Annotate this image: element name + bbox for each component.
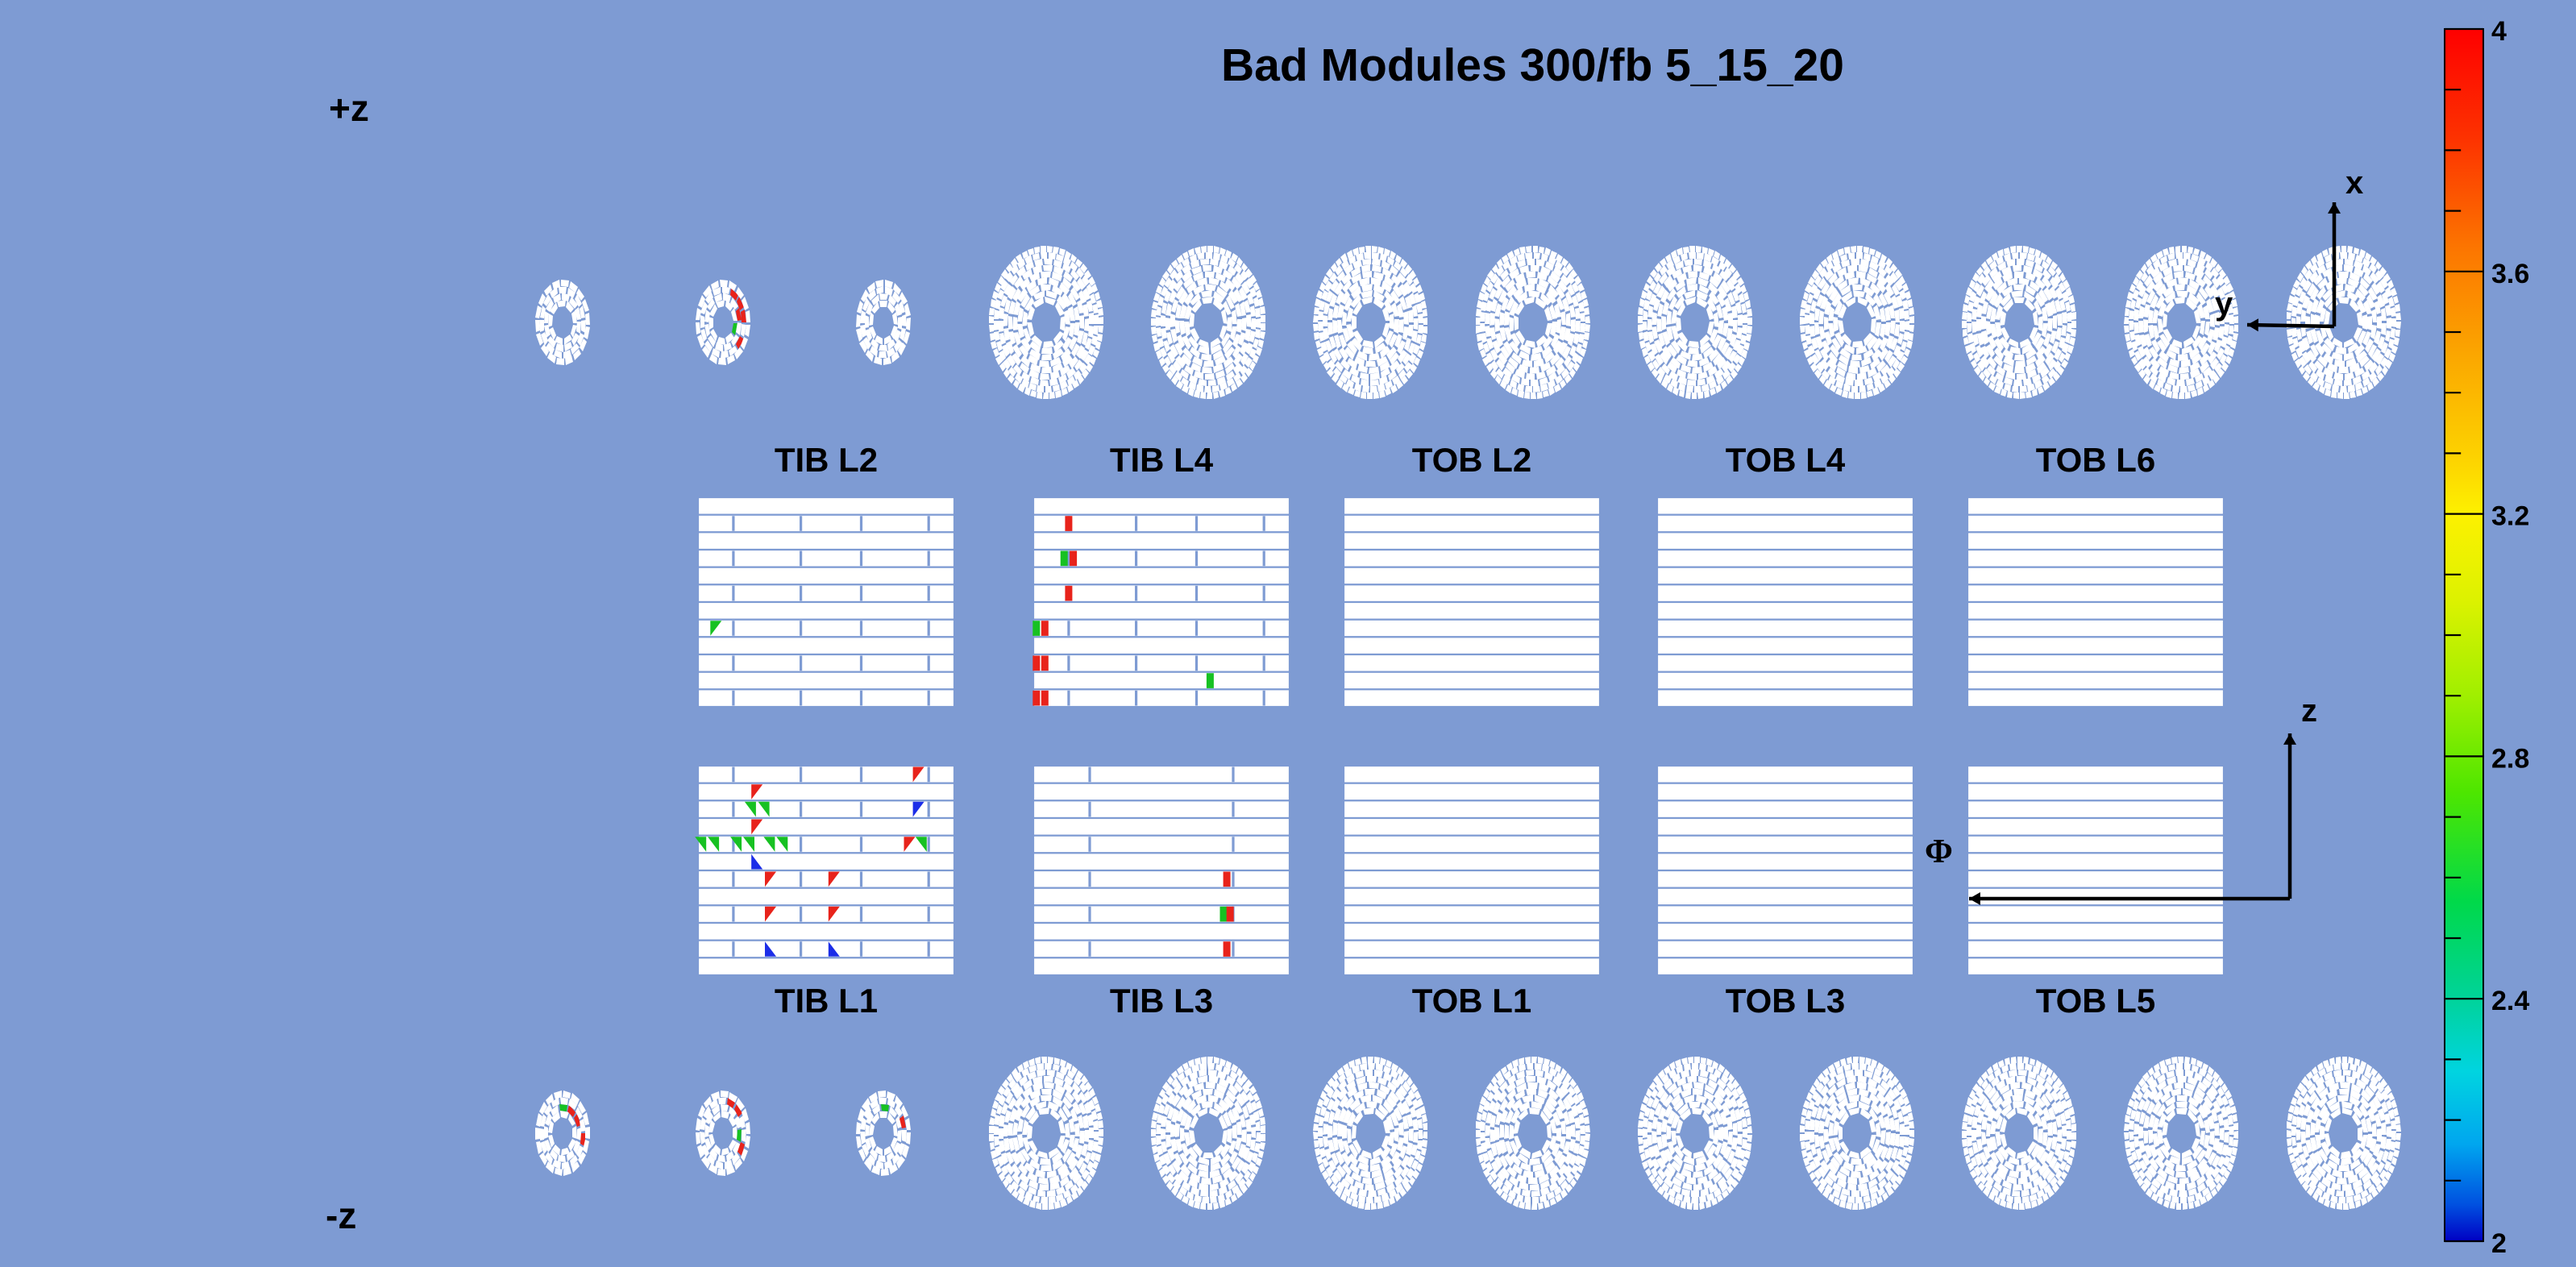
svg-text:3.6: 3.6 [2491, 259, 2529, 289]
svg-text:Φ: Φ [1925, 833, 1953, 870]
svg-text:TOB L2: TOB L2 [1412, 441, 1532, 479]
svg-text:-z: -z [326, 1194, 356, 1236]
svg-text:2: 2 [2491, 1228, 2507, 1259]
svg-text:TOB L5: TOB L5 [2036, 982, 2156, 1020]
svg-text:2.8: 2.8 [2491, 743, 2529, 774]
svg-text:TIB L2: TIB L2 [775, 441, 878, 479]
svg-text:TIB L3: TIB L3 [1110, 982, 1213, 1020]
svg-text:TOB L3: TOB L3 [1726, 982, 1846, 1020]
svg-text:z: z [2301, 693, 2317, 729]
svg-text:y: y [2215, 286, 2233, 322]
svg-text:TIB L4: TIB L4 [1110, 441, 1214, 479]
svg-text:Bad Modules 300/fb 5_15_20: Bad Modules 300/fb 5_15_20 [1221, 39, 1844, 91]
svg-text:TOB L4: TOB L4 [1726, 441, 1846, 479]
svg-text:TOB L6: TOB L6 [2036, 441, 2156, 479]
svg-text:2.4: 2.4 [2491, 986, 2529, 1016]
svg-text:x: x [2345, 165, 2363, 201]
svg-text:TOB L1: TOB L1 [1412, 982, 1532, 1020]
svg-text:TIB L1: TIB L1 [775, 982, 878, 1020]
svg-text:+z: +z [329, 87, 369, 129]
svg-text:3.2: 3.2 [2491, 501, 2529, 532]
svg-text:4: 4 [2491, 16, 2507, 47]
